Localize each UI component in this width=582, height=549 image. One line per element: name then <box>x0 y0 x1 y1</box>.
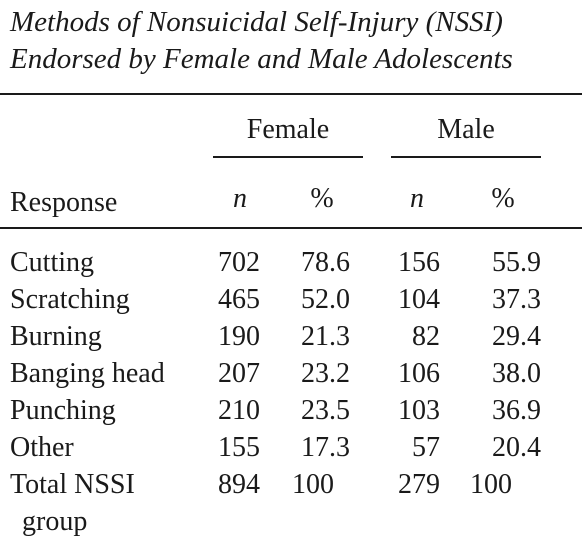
row-female-pct: 23.2 <box>301 358 350 389</box>
row-male-n: 104 <box>398 284 440 315</box>
row-response: Burning <box>10 321 102 352</box>
total-female-pct: 100 <box>292 469 334 500</box>
total-response-line-1: Total NSSI <box>10 469 135 500</box>
column-header-male-pct: % <box>491 183 515 214</box>
row-female-pct: 17.3 <box>301 432 350 463</box>
row-female-n: 210 <box>218 395 260 426</box>
row-female-pct: 21.3 <box>301 321 350 352</box>
column-header-female-pct: % <box>310 183 334 214</box>
row-male-n: 103 <box>398 395 440 426</box>
row-male-pct: 29.4 <box>492 321 541 352</box>
total-response-line-2: group <box>22 506 88 537</box>
column-header-response: Response <box>10 187 118 218</box>
row-male-n: 106 <box>398 358 440 389</box>
caption-line-2: Endorsed by Female and Male Adolescents <box>10 43 513 75</box>
row-male-n: 57 <box>412 432 440 463</box>
row-female-n: 702 <box>218 247 260 278</box>
row-female-pct: 78.6 <box>301 247 350 278</box>
total-male-pct: 100 <box>470 469 512 500</box>
group-header-female: Female <box>246 114 330 145</box>
caption-line-1: Methods of Nonsuicidal Self-Injury (NSSI… <box>10 6 503 38</box>
row-female-pct: 52.0 <box>301 284 350 315</box>
total-male-n: 279 <box>398 469 440 500</box>
group-header-male: Male <box>437 114 495 145</box>
row-female-n: 190 <box>218 321 260 352</box>
row-response: Banging head <box>10 358 165 389</box>
row-female-pct: 23.5 <box>301 395 350 426</box>
row-response: Scratching <box>10 284 130 315</box>
row-female-n: 155 <box>218 432 260 463</box>
row-female-n: 465 <box>218 284 260 315</box>
column-header-female-n: n <box>233 183 247 214</box>
row-male-pct: 20.4 <box>492 432 541 463</box>
row-response: Cutting <box>10 247 95 278</box>
row-response: Other <box>10 432 74 463</box>
row-male-pct: 37.3 <box>492 284 541 315</box>
row-male-pct: 55.9 <box>492 247 541 278</box>
table-caption: Methods of Nonsuicidal Self-Injury (NSSI… <box>10 4 513 78</box>
table-top-rule <box>0 93 582 95</box>
male-group-rule <box>391 156 541 158</box>
row-male-n: 82 <box>412 321 440 352</box>
header-bottom-rule <box>0 227 582 229</box>
column-header-male-n: n <box>410 183 424 214</box>
row-male-pct: 36.9 <box>492 395 541 426</box>
row-male-pct: 38.0 <box>492 358 541 389</box>
total-female-n: 894 <box>218 469 260 500</box>
row-response: Punching <box>10 395 116 426</box>
female-group-rule <box>213 156 363 158</box>
row-male-n: 156 <box>398 247 440 278</box>
row-female-n: 207 <box>218 358 260 389</box>
